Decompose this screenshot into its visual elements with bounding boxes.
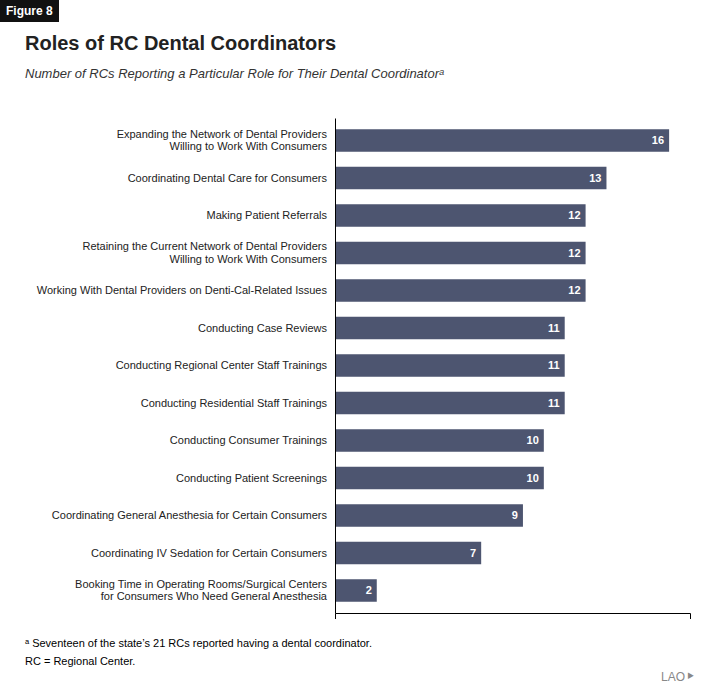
data-label: 12 — [568, 284, 580, 296]
y-tick-label-line: Conducting Consumer Trainings — [170, 434, 328, 446]
y-tick-label-line: Coordinating IV Sedation for Certain Con… — [91, 547, 328, 559]
figure-label-group: Figure 8 — [0, 0, 59, 22]
footnote: ᵃ Seventeen of the state’s 21 RCs report… — [25, 637, 372, 649]
figure-label-box — [0, 0, 59, 22]
y-tick: Coordinating IV Sedation for Certain Con… — [91, 547, 335, 559]
y-tick-label: Booking Time in Operating Rooms/Surgical… — [75, 578, 328, 603]
data-label: 9 — [512, 509, 518, 521]
subtitle: Number of RCs Reporting a Particular Rol… — [25, 66, 444, 81]
data-label: 10 — [527, 434, 539, 446]
data-label: 13 — [589, 172, 601, 184]
y-tick-label-line: Conducting Patient Screenings — [176, 472, 328, 484]
y-tick-label-line: Coordinating Dental Care for Consumers — [128, 172, 328, 184]
data-label: 12 — [568, 247, 580, 259]
y-tick: Conducting Case Reviews — [198, 322, 335, 334]
y-tick: Working With Dental Providers on Denti-C… — [37, 284, 335, 296]
bar — [335, 579, 377, 602]
y-tick: Coordinating General Anesthesia for Cert… — [52, 509, 335, 521]
bar — [335, 392, 565, 415]
data-label: 2 — [366, 584, 372, 596]
y-tick-label: Conducting Regional Center Staff Trainin… — [116, 359, 328, 371]
data-label: 11 — [548, 322, 560, 334]
y-tick: Expanding the Network of Dental Provider… — [117, 128, 335, 153]
y-tick-label-line: Willing to Work With Consumers — [170, 140, 328, 152]
y-tick-label: Conducting Residential Staff Trainings — [141, 397, 328, 409]
y-tick-label-line: Conducting Regional Center Staff Trainin… — [116, 359, 328, 371]
data-label: 11 — [548, 397, 560, 409]
y-tick-label-line: Expanding the Network of Dental Provider… — [117, 128, 328, 140]
bar — [335, 542, 481, 565]
plot: 16 13 12 12 12 11 11 11 10 10 9 7 2 Expanding the Net… — [37, 119, 691, 620]
bar — [335, 129, 669, 152]
bar — [335, 467, 544, 490]
y-tick-label-line: Retaining the Current Network of Dental … — [82, 240, 327, 252]
y-tick-label: Coordinating IV Sedation for Certain Con… — [91, 547, 328, 559]
y-tick-label: Coordinating Dental Care for Consumers — [128, 172, 328, 184]
x-axis — [336, 614, 691, 620]
y-tick: Coordinating Dental Care for Consumers — [128, 172, 335, 184]
bar — [335, 204, 586, 227]
y-tick-label-line: Conducting Case Reviews — [198, 322, 328, 334]
y-tick-label: Conducting Patient Screenings — [176, 472, 328, 484]
data-label: 11 — [548, 359, 560, 371]
y-tick-label-line: for Consumers Who Need General Anesthesi… — [101, 590, 328, 602]
title: Roles of RC Dental Coordinators — [25, 32, 336, 54]
data-label: 10 — [527, 472, 539, 484]
data-label: 7 — [470, 547, 476, 559]
y-tick: Conducting Patient Screenings — [176, 472, 335, 484]
y-tick: Booking Time in Operating Rooms/Surgical… — [75, 578, 335, 603]
y-tick: Conducting Residential Staff Trainings — [141, 397, 335, 409]
bar — [335, 317, 565, 340]
y-tick-label-line: Coordinating General Anesthesia for Cert… — [52, 509, 328, 521]
y-tick-label-line: Making Patient Referrals — [207, 209, 328, 221]
y-tick-label: Conducting Consumer Trainings — [170, 434, 328, 446]
y-tick-label: Retaining the Current Network of Dental … — [82, 240, 327, 265]
y-tick: Retaining the Current Network of Dental … — [82, 240, 335, 265]
bar — [335, 504, 523, 527]
y-tick-label-line: Booking Time in Operating Rooms/Surgical… — [75, 578, 327, 590]
bar — [335, 354, 565, 377]
data-label: 16 — [652, 134, 664, 146]
logo: LAO⯈ — [661, 670, 695, 684]
y-tick-label-line: Working With Dental Providers on Denti-C… — [37, 284, 328, 296]
y-tick-label: Coordinating General Anesthesia for Cert… — [52, 509, 328, 521]
y-tick-label: Conducting Case Reviews — [198, 322, 328, 334]
figure-label: Figure 8 — [6, 4, 53, 18]
y-tick-label: Working With Dental Providers on Denti-C… — [37, 284, 328, 296]
data-labels: 16 13 12 12 12 11 11 11 10 10 9 7 2 — [366, 134, 664, 596]
y-tick: Conducting Regional Center Staff Trainin… — [116, 359, 335, 371]
bar — [335, 279, 586, 302]
y-tick-label-line: Conducting Residential Staff Trainings — [141, 397, 328, 409]
x-axis-line — [336, 614, 691, 620]
bar — [335, 167, 606, 190]
data-label: 12 — [568, 209, 580, 221]
y-tick: Conducting Consumer Trainings — [170, 434, 335, 446]
bar — [335, 429, 544, 452]
y-tick-label: Making Patient Referrals — [207, 209, 328, 221]
y-tick-label-line: Willing to Work With Consumers — [170, 253, 328, 265]
y-axis-line — [335, 119, 336, 614]
y-axis: Expanding the Network of Dental Provider… — [37, 119, 336, 614]
bar — [335, 242, 586, 265]
y-tick-label: Expanding the Network of Dental Provider… — [117, 128, 328, 153]
chart: Figure 8 Roles of RC Dental Coordinators N… — [0, 0, 720, 695]
y-tick: Making Patient Referrals — [207, 209, 335, 221]
footnote: RC = Regional Center. — [25, 655, 135, 667]
bars — [335, 129, 669, 602]
